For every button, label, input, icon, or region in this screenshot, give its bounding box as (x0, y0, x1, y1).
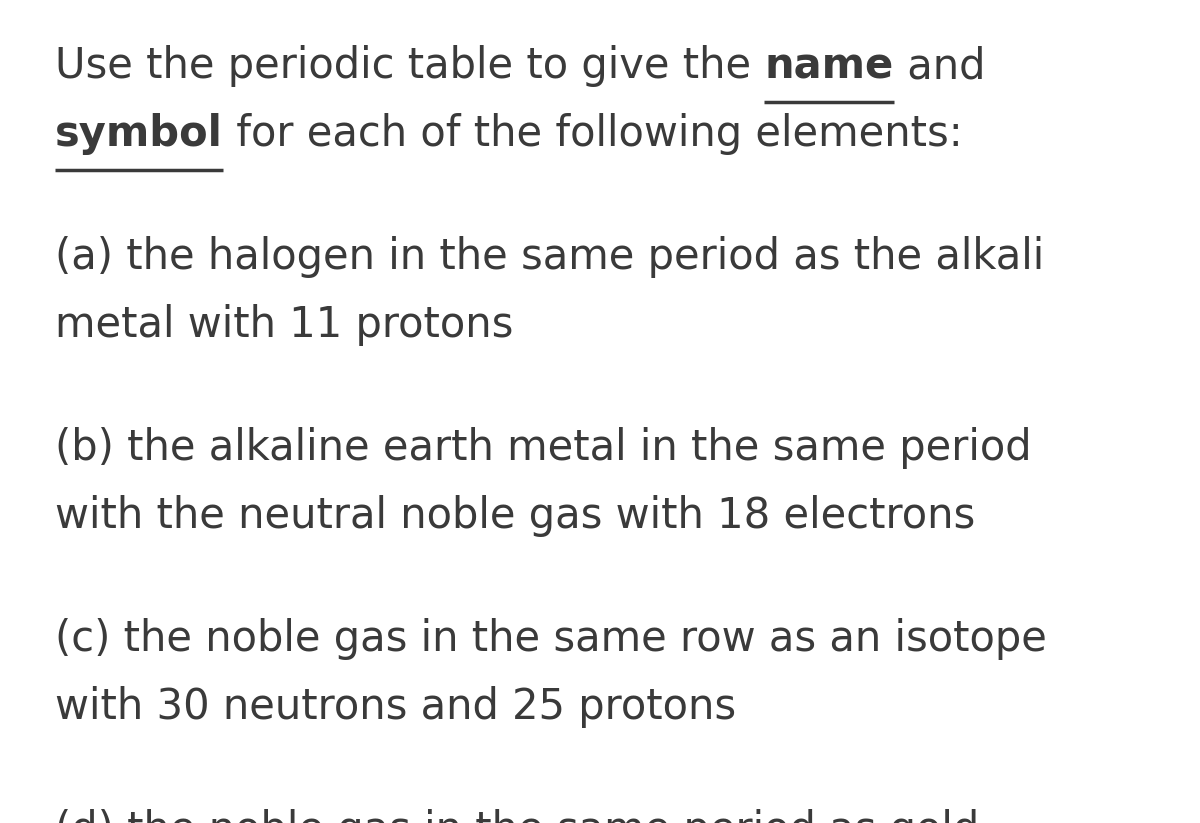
Text: with 30 neutrons and 25 protons: with 30 neutrons and 25 protons (55, 686, 736, 728)
Text: (d) the noble gas in the same period as gold: (d) the noble gas in the same period as … (55, 809, 979, 823)
Text: Use the periodic table to give the: Use the periodic table to give the (55, 45, 764, 87)
Text: and: and (894, 45, 985, 87)
Text: for each of the following elements:: for each of the following elements: (223, 113, 962, 155)
Text: (a) the halogen in the same period as the alkali: (a) the halogen in the same period as th… (55, 236, 1044, 278)
Text: with the neutral noble gas with 18 electrons: with the neutral noble gas with 18 elect… (55, 495, 976, 537)
Text: name: name (764, 45, 894, 87)
Text: symbol: symbol (55, 113, 223, 155)
Text: metal with 11 protons: metal with 11 protons (55, 304, 514, 346)
Text: (c) the noble gas in the same row as an isotope: (c) the noble gas in the same row as an … (55, 618, 1046, 660)
Text: (b) the alkaline earth metal in the same period: (b) the alkaline earth metal in the same… (55, 427, 1032, 469)
